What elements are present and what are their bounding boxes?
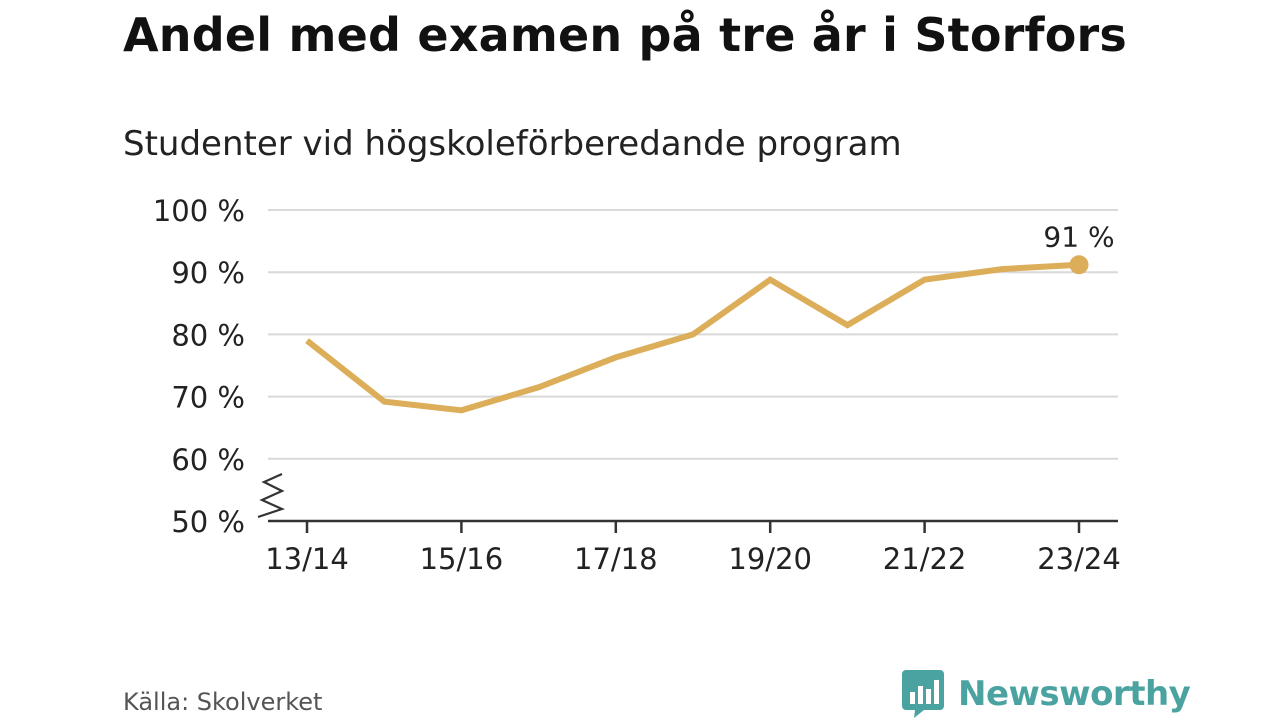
x-axis: [257, 472, 1118, 533]
chart-subtitle: Studenter vid högskoleförberedande progr…: [123, 124, 902, 164]
chart-title: Andel med examen på tre år i Storfors: [123, 8, 1128, 62]
y-tick-label: 60 %: [171, 443, 245, 477]
x-tick-label: 17/18: [574, 542, 658, 576]
y-tick-label: 50 %: [171, 505, 245, 539]
y-tick-label: 80 %: [171, 318, 245, 352]
source-note: Källa: Skolverket: [123, 688, 323, 716]
series-line: [305, 261, 1080, 414]
brand-logo: Newsworthy: [902, 670, 1191, 718]
x-axis-tick-labels: 13/14 15/16 17/18 19/20 21/22 23/24: [265, 542, 1121, 576]
x-tick-label: 15/16: [420, 542, 504, 576]
y-tick-label: 90 %: [171, 256, 245, 290]
y-tick-label: 100 %: [153, 194, 245, 228]
y-axis-tick-labels: 50 % 60 % 70 % 80 % 90 % 100 %: [153, 194, 245, 539]
brand-name: Newsworthy: [958, 674, 1191, 714]
axis-break-icon: [257, 472, 286, 519]
y-tick-label: 70 %: [171, 381, 245, 415]
x-tick-label: 21/22: [883, 542, 967, 576]
data-series: 91 %: [305, 221, 1115, 414]
x-tick-label: 19/20: [728, 542, 812, 576]
end-value-label: 91 %: [1043, 221, 1114, 254]
x-tick-label: 13/14: [265, 542, 349, 576]
newsworthy-logo-icon: [902, 670, 944, 718]
end-point-marker: [1069, 255, 1089, 275]
x-tick-label: 23/24: [1037, 542, 1121, 576]
